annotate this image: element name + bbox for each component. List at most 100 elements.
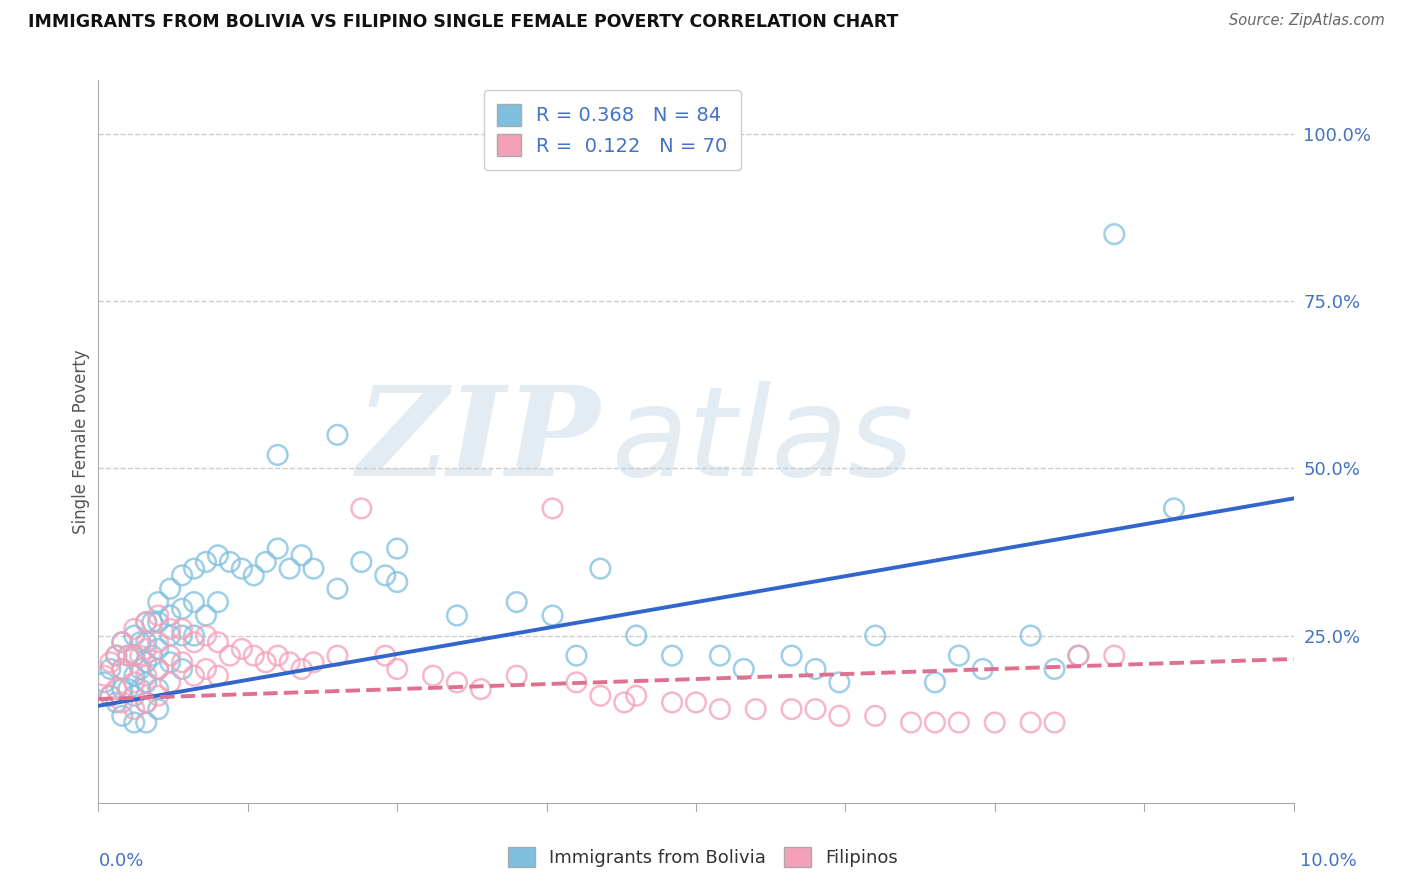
Point: [141, 615, 163, 630]
Point: [159, 628, 181, 642]
Point: [470, 681, 492, 696]
Point: [804, 702, 827, 716]
Point: [148, 595, 170, 609]
Point: [1019, 628, 1042, 642]
Point: [135, 615, 157, 630]
Point: [828, 675, 851, 690]
Point: [129, 681, 152, 696]
Point: [111, 635, 134, 649]
Point: [243, 648, 266, 663]
Point: [159, 648, 181, 663]
Point: [172, 655, 194, 669]
Point: [661, 696, 683, 710]
Point: [135, 655, 157, 669]
Point: [326, 648, 349, 663]
Text: atlas: atlas: [613, 381, 914, 502]
Point: [1019, 715, 1042, 730]
Point: [195, 628, 218, 642]
Point: [1043, 715, 1066, 730]
Point: [105, 681, 128, 696]
Point: [148, 635, 170, 649]
Point: [124, 715, 146, 730]
Point: [506, 669, 529, 683]
Point: [93, 669, 115, 683]
Point: [135, 675, 157, 690]
Point: [972, 662, 994, 676]
Point: [98, 689, 122, 703]
Point: [302, 562, 325, 576]
Point: [124, 622, 146, 636]
Point: [780, 702, 803, 716]
Point: [1104, 227, 1126, 242]
Legend: R = 0.368   N = 84, R =  0.122   N = 70: R = 0.368 N = 84, R = 0.122 N = 70: [484, 90, 741, 169]
Point: [111, 681, 134, 696]
Point: [278, 655, 301, 669]
Point: [129, 662, 152, 676]
Point: [159, 655, 181, 669]
Point: [124, 648, 146, 663]
Point: [219, 555, 242, 569]
Legend: Immigrants from Bolivia, Filipinos: Immigrants from Bolivia, Filipinos: [501, 839, 905, 874]
Point: [924, 715, 946, 730]
Point: [745, 702, 768, 716]
Point: [148, 689, 170, 703]
Point: [374, 568, 396, 582]
Point: [709, 648, 731, 663]
Point: [422, 669, 444, 683]
Point: [124, 648, 146, 663]
Point: [172, 622, 194, 636]
Point: [98, 662, 122, 676]
Point: [1163, 501, 1185, 516]
Point: [207, 595, 229, 609]
Point: [159, 675, 181, 690]
Point: [129, 648, 152, 663]
Point: [124, 669, 146, 683]
Point: [148, 642, 170, 657]
Point: [105, 648, 128, 663]
Point: [326, 427, 349, 442]
Point: [589, 562, 612, 576]
Point: [291, 548, 314, 563]
Point: [900, 715, 922, 730]
Point: [98, 655, 122, 669]
Y-axis label: Single Female Poverty: Single Female Poverty: [72, 350, 90, 533]
Point: [135, 635, 157, 649]
Point: [254, 655, 277, 669]
Point: [148, 615, 170, 630]
Point: [135, 615, 157, 630]
Point: [207, 635, 229, 649]
Point: [350, 555, 373, 569]
Point: [1104, 648, 1126, 663]
Point: [828, 708, 851, 723]
Point: [124, 702, 146, 716]
Point: [111, 662, 134, 676]
Point: [278, 562, 301, 576]
Point: [291, 662, 314, 676]
Point: [207, 548, 229, 563]
Text: ZIP: ZIP: [357, 381, 600, 502]
Point: [267, 541, 290, 556]
Point: [124, 689, 146, 703]
Point: [159, 622, 181, 636]
Point: [135, 715, 157, 730]
Point: [1067, 648, 1090, 663]
Point: [1043, 662, 1066, 676]
Point: [709, 702, 731, 716]
Point: [948, 715, 970, 730]
Point: [948, 648, 970, 663]
Point: [385, 541, 409, 556]
Text: 0.0%: 0.0%: [98, 852, 143, 870]
Point: [159, 608, 181, 623]
Point: [111, 708, 134, 723]
Point: [159, 582, 181, 596]
Point: [124, 675, 146, 690]
Point: [111, 635, 134, 649]
Point: [117, 648, 139, 663]
Point: [172, 568, 194, 582]
Point: [267, 448, 290, 462]
Point: [172, 628, 194, 642]
Point: [506, 595, 529, 609]
Point: [254, 555, 277, 569]
Point: [541, 501, 564, 516]
Point: [93, 675, 115, 690]
